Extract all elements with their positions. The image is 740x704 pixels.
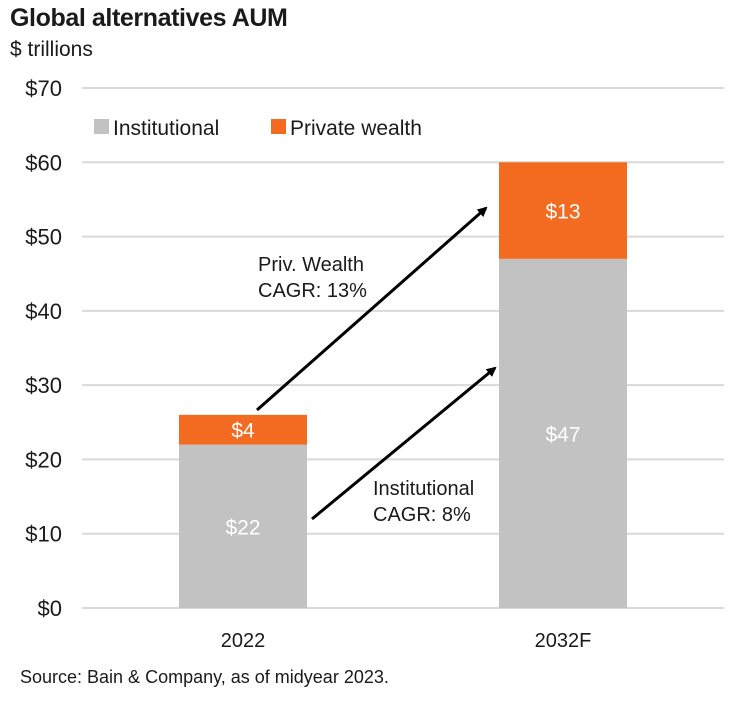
legend-label: Private wealth bbox=[290, 117, 422, 140]
data-label: $22 bbox=[225, 516, 260, 539]
private-wealth-growth-arrow bbox=[256, 206, 488, 412]
cagr-annotation: CAGR: 8% bbox=[373, 504, 471, 526]
data-label: $47 bbox=[545, 423, 580, 446]
legend-swatch bbox=[94, 119, 109, 134]
stacked-bar-chart: $0 $10 $20 $30 $40 $50 $60 $70 $22 $4 2022 $47 $13 20… bbox=[25, 76, 724, 652]
y-tick-label: $60 bbox=[25, 150, 62, 175]
y-tick-label: $50 bbox=[25, 225, 62, 250]
cagr-annotation: Institutional bbox=[373, 478, 474, 500]
chart-subtitle: $ trillions bbox=[10, 38, 93, 61]
chart-title: Global alternatives AUM bbox=[10, 4, 288, 32]
legend-label: Institutional bbox=[113, 117, 219, 140]
bar-private-wealth-2022 bbox=[179, 414, 307, 445]
y-tick-label: $70 bbox=[25, 76, 62, 101]
source-note: Source: Bain & Company, as of midyear 20… bbox=[20, 667, 389, 687]
cagr-annotation: CAGR: 13% bbox=[258, 280, 367, 302]
bar-private-wealth-2032f bbox=[499, 162, 627, 259]
data-label: $13 bbox=[545, 201, 580, 224]
y-tick-label: $0 bbox=[38, 596, 62, 621]
bar-institutional-2022 bbox=[179, 444, 307, 608]
bar-institutional-2032f bbox=[499, 258, 627, 608]
cagr-annotation: Priv. Wealth bbox=[258, 254, 364, 276]
x-tick-label: 2022 bbox=[221, 630, 266, 652]
legend-swatch bbox=[271, 119, 286, 134]
y-tick-label: $30 bbox=[25, 373, 62, 398]
y-tick-label: $20 bbox=[25, 447, 62, 472]
data-label: $4 bbox=[231, 420, 255, 443]
institutional-growth-arrow bbox=[311, 366, 497, 521]
x-tick-label: 2032F bbox=[535, 630, 592, 652]
y-tick-label: $40 bbox=[25, 299, 62, 324]
y-tick-label: $10 bbox=[25, 522, 62, 547]
